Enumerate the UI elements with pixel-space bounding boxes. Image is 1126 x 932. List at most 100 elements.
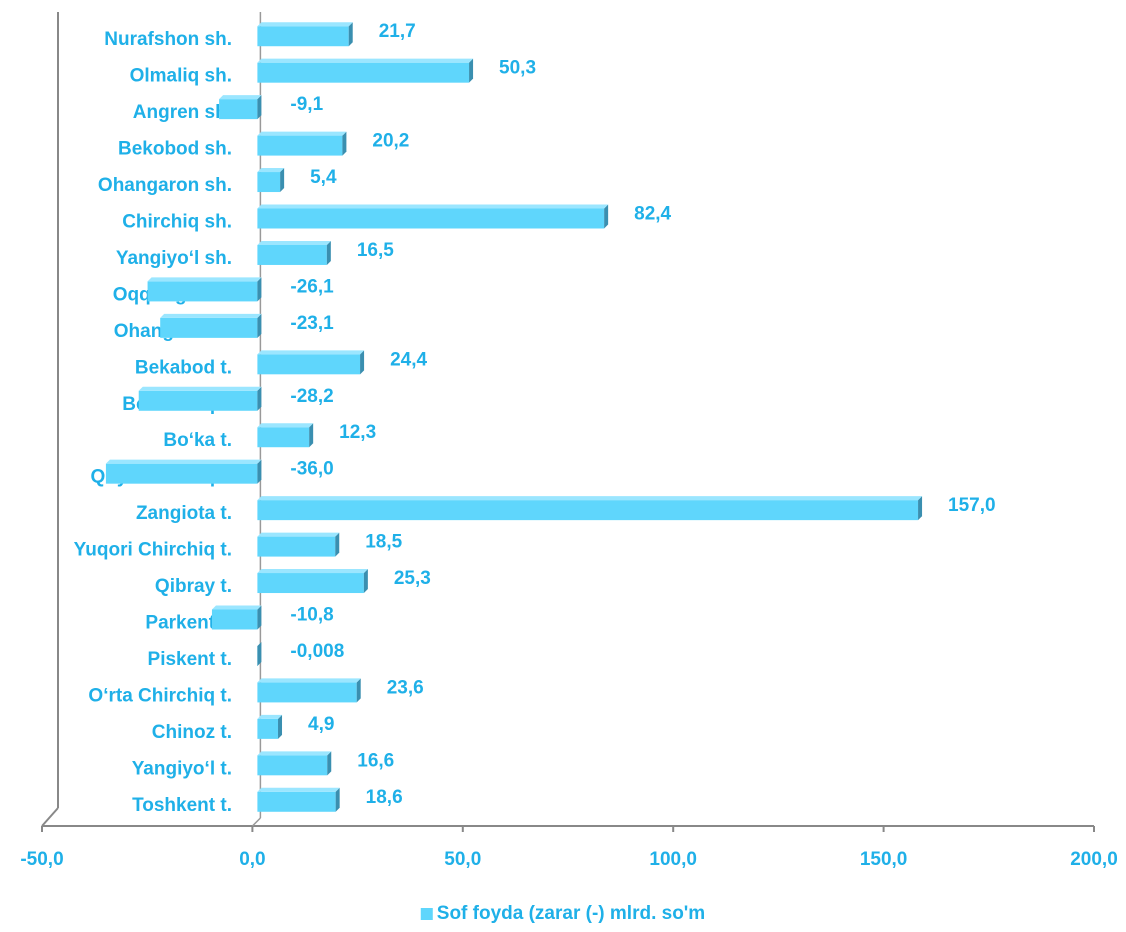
- x-tick-label: 150,0: [860, 849, 908, 870]
- bar: [257, 58, 474, 83]
- value-label: 24,4: [390, 349, 427, 370]
- bar-face: [257, 172, 281, 193]
- legend-swatch: [420, 908, 433, 920]
- bar: [257, 350, 365, 375]
- y-tick-label: Chirchiq sh.: [122, 212, 232, 233]
- bar-face: [257, 500, 919, 521]
- bar-side: [309, 423, 314, 448]
- bar-side: [348, 22, 353, 47]
- y-tick-label: Angren sh.: [133, 102, 232, 123]
- value-label: 4,9: [308, 714, 334, 735]
- bar: [138, 386, 262, 411]
- bar-face: [257, 682, 357, 703]
- bar-face: [257, 354, 361, 375]
- bar-face: [105, 463, 258, 484]
- bar-top: [147, 277, 262, 282]
- bar-top: [257, 641, 262, 646]
- bar-top: [138, 386, 262, 391]
- bar: [257, 496, 923, 521]
- bar: [257, 532, 340, 557]
- y-tick-label: Yuqori Chirchiq t.: [74, 540, 232, 561]
- bar-top: [105, 459, 262, 464]
- bar: [257, 751, 332, 776]
- bar-top: [211, 605, 262, 610]
- value-label: 50,3: [499, 58, 536, 79]
- bar-top: [257, 58, 474, 63]
- value-label: 23,6: [387, 677, 424, 698]
- bar-side: [326, 240, 331, 265]
- value-label: 18,5: [365, 532, 402, 553]
- bar-side: [356, 678, 361, 703]
- bar-face: [257, 791, 336, 812]
- bar: [147, 277, 262, 302]
- bar-top: [257, 168, 285, 173]
- bar-side: [257, 95, 262, 120]
- bar-top: [257, 532, 340, 537]
- bar-face: [257, 573, 364, 594]
- bar-face: [257, 755, 328, 776]
- x-tick-label: 50,0: [444, 849, 481, 870]
- bar-face: [257, 244, 327, 265]
- bar: [257, 641, 262, 666]
- bar-top: [257, 569, 368, 574]
- bar: [257, 22, 353, 47]
- x-tick-label: 200,0: [1070, 849, 1118, 870]
- value-label: 157,0: [948, 495, 996, 516]
- bar-face: [257, 427, 310, 448]
- bar-face: [138, 390, 258, 411]
- bar-top: [219, 95, 262, 100]
- bar-top: [257, 678, 361, 683]
- bar-top: [257, 350, 365, 355]
- bar-side: [335, 787, 340, 812]
- bar-top: [257, 714, 283, 719]
- y-tick-label: O‘rta Chirchiq t.: [88, 685, 232, 706]
- value-label: -10,8: [290, 605, 333, 626]
- bar-face: [211, 609, 258, 630]
- value-label: 5,4: [310, 167, 337, 188]
- bar: [257, 569, 368, 594]
- bar-side: [918, 496, 923, 521]
- bar: [211, 605, 262, 630]
- value-label: 18,6: [366, 787, 403, 808]
- bar-top: [257, 240, 331, 245]
- floor-edge: [41, 807, 59, 827]
- bar-side: [257, 641, 262, 666]
- bar-top: [257, 496, 923, 501]
- bar: [257, 423, 314, 448]
- bar-top: [160, 313, 262, 318]
- value-label: -28,2: [290, 386, 333, 407]
- y-tick-label: Toshkent t.: [132, 795, 232, 816]
- y-tick-label: Qibray t.: [155, 576, 232, 597]
- value-label: -0,008: [290, 641, 344, 662]
- bar-side: [335, 532, 340, 557]
- bar-side: [278, 714, 283, 739]
- bar-face: [257, 62, 470, 83]
- y-tick-label: Yangiyo‘l sh.: [116, 248, 232, 269]
- bar-side: [342, 131, 347, 156]
- bar: [105, 459, 262, 484]
- bar: [257, 678, 361, 703]
- bar: [257, 714, 283, 739]
- value-label: -9,1: [290, 94, 323, 115]
- bar-face: [257, 718, 279, 739]
- y-tick-label: Parkent t.: [145, 613, 232, 634]
- bar-face: [257, 26, 349, 47]
- value-label: 20,2: [372, 131, 409, 152]
- bar-side: [257, 386, 262, 411]
- bar-top: [257, 787, 340, 792]
- bar-top: [257, 22, 353, 27]
- bar-side: [257, 605, 262, 630]
- value-label: -26,1: [290, 276, 334, 297]
- bar-top: [257, 204, 609, 209]
- legend-label: Sof foyda (zarar (-) mlrd. so'm: [437, 903, 705, 924]
- bar-top: [257, 131, 347, 136]
- value-label: 16,6: [357, 750, 394, 771]
- value-label: -23,1: [290, 313, 334, 334]
- bar-top: [257, 423, 314, 428]
- bar-face: [219, 99, 258, 120]
- y-tick-label: Nurafshon sh.: [104, 29, 232, 50]
- y-tick-label: Chinoz t.: [152, 722, 232, 743]
- bar: [257, 204, 609, 229]
- y-tick-label: Yangiyo‘l t.: [132, 758, 232, 779]
